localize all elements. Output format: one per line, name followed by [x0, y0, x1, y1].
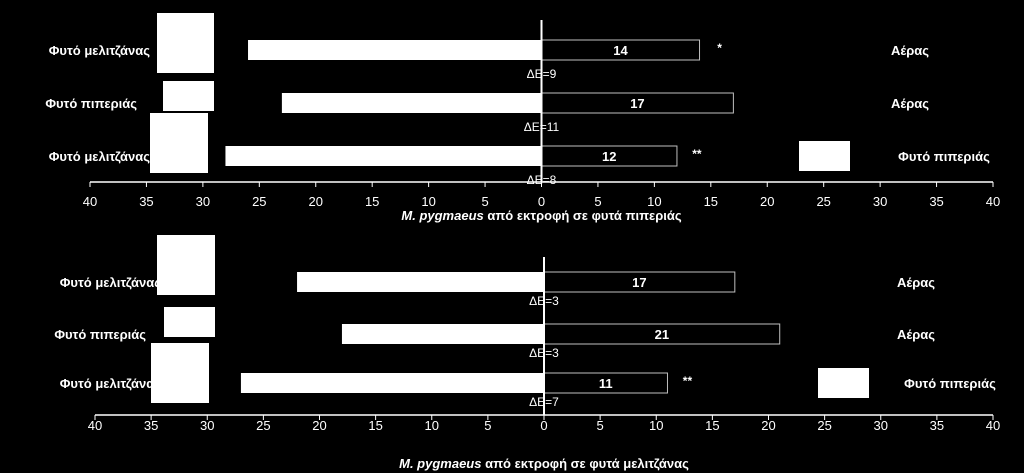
right-picture-box [818, 368, 869, 398]
x-axis-title-rest: από εκτροφή σε φυτά πιπεριάς [484, 208, 682, 223]
x-tick-label: 20 [760, 194, 774, 209]
left-bar [341, 324, 544, 344]
x-tick-label: 25 [252, 194, 266, 209]
bar-value-label: 11 [599, 376, 613, 391]
bar-value-label: 17 [632, 275, 646, 290]
left-bar [297, 272, 544, 292]
left-picture-box [150, 113, 208, 173]
bar-value-label: 14 [613, 43, 628, 58]
right-category-label: Αέρας [891, 43, 929, 58]
x-tick-label: 5 [481, 194, 488, 209]
left-bar [281, 93, 542, 113]
right-category-label: Αέρας [891, 96, 929, 111]
x-tick-label: 20 [312, 418, 326, 433]
right-category-label: Αέρας [897, 275, 935, 290]
right-category-label: Φυτό πιπεριάς [898, 149, 990, 164]
x-tick-label: 20 [761, 418, 775, 433]
left-picture-box [157, 13, 214, 73]
right-picture-box [799, 141, 850, 171]
left-picture-box [163, 81, 214, 111]
x-tick-label: 30 [874, 418, 888, 433]
x-tick-label: 35 [930, 418, 944, 433]
x-tick-label: 20 [309, 194, 323, 209]
bar-value-label: 17 [630, 96, 644, 111]
left-picture-box [164, 307, 215, 337]
x-tick-label: 25 [256, 418, 270, 433]
right-category-label: Φυτό πιπεριάς [904, 376, 996, 391]
left-bar [225, 146, 542, 166]
x-tick-label: 10 [647, 194, 661, 209]
significance-marker: * [717, 41, 722, 55]
x-tick-label: 30 [200, 418, 214, 433]
x-axis-title: M. pygmaeus από εκτροφή σε φυτά πιπεριάς [401, 208, 681, 223]
x-tick-label: 25 [816, 194, 830, 209]
chart-top: 14*Φυτό μελιτζάναςΑέραςΔΕ=917Φυτό πιπερι… [45, 13, 1000, 223]
right-category-label: Αέρας [897, 327, 935, 342]
x-tick-label: 5 [597, 418, 604, 433]
x-tick-label: 5 [484, 418, 491, 433]
bar-value-label: 12 [602, 149, 616, 164]
x-tick-label: 35 [144, 418, 158, 433]
x-tick-label: 0 [538, 194, 545, 209]
left-category-label: Φυτό μελιτζάνας [49, 43, 150, 58]
x-tick-label: 15 [705, 418, 719, 433]
x-tick-label: 40 [986, 194, 1000, 209]
bar-value-label: 21 [655, 327, 669, 342]
x-axis-title-species: M. pygmaeus [401, 208, 483, 223]
significance-marker: ** [692, 147, 702, 161]
x-tick-label: 40 [88, 418, 102, 433]
left-picture-box [157, 235, 215, 295]
left-bar [240, 373, 545, 393]
left-category-label: Φυτό πιπεριάς [54, 327, 146, 342]
x-tick-label: 15 [365, 194, 379, 209]
x-axis-title-rest: από εκτροφή σε φυτά μελιτζάνας [481, 456, 689, 471]
x-tick-label: 35 [139, 194, 153, 209]
left-category-label: Φυτό μελιτζάνας [60, 275, 161, 290]
left-category-label: Φυτό πιπεριάς [45, 96, 137, 111]
x-tick-label: 30 [873, 194, 887, 209]
left-category-label: Φυτό μελιτζάνας [60, 376, 161, 391]
x-tick-label: 10 [421, 194, 435, 209]
x-tick-label: 15 [368, 418, 382, 433]
x-tick-label: 15 [704, 194, 718, 209]
x-axis-title-species: M. pygmaeus [399, 456, 481, 471]
left-picture-box [151, 343, 209, 403]
left-category-label: Φυτό μελιτζάνας [49, 149, 150, 164]
x-tick-label: 10 [649, 418, 663, 433]
x-tick-label: 10 [425, 418, 439, 433]
x-tick-label: 40 [986, 418, 1000, 433]
x-tick-label: 0 [540, 418, 547, 433]
x-axis-title: M. pygmaeus από εκτροφή σε φυτά μελιτζάν… [399, 456, 689, 471]
left-bar [248, 40, 542, 60]
x-tick-label: 25 [817, 418, 831, 433]
x-tick-label: 40 [83, 194, 97, 209]
x-tick-label: 35 [929, 194, 943, 209]
significance-marker: ** [683, 374, 693, 388]
x-tick-label: 5 [594, 194, 601, 209]
x-tick-label: 30 [196, 194, 210, 209]
